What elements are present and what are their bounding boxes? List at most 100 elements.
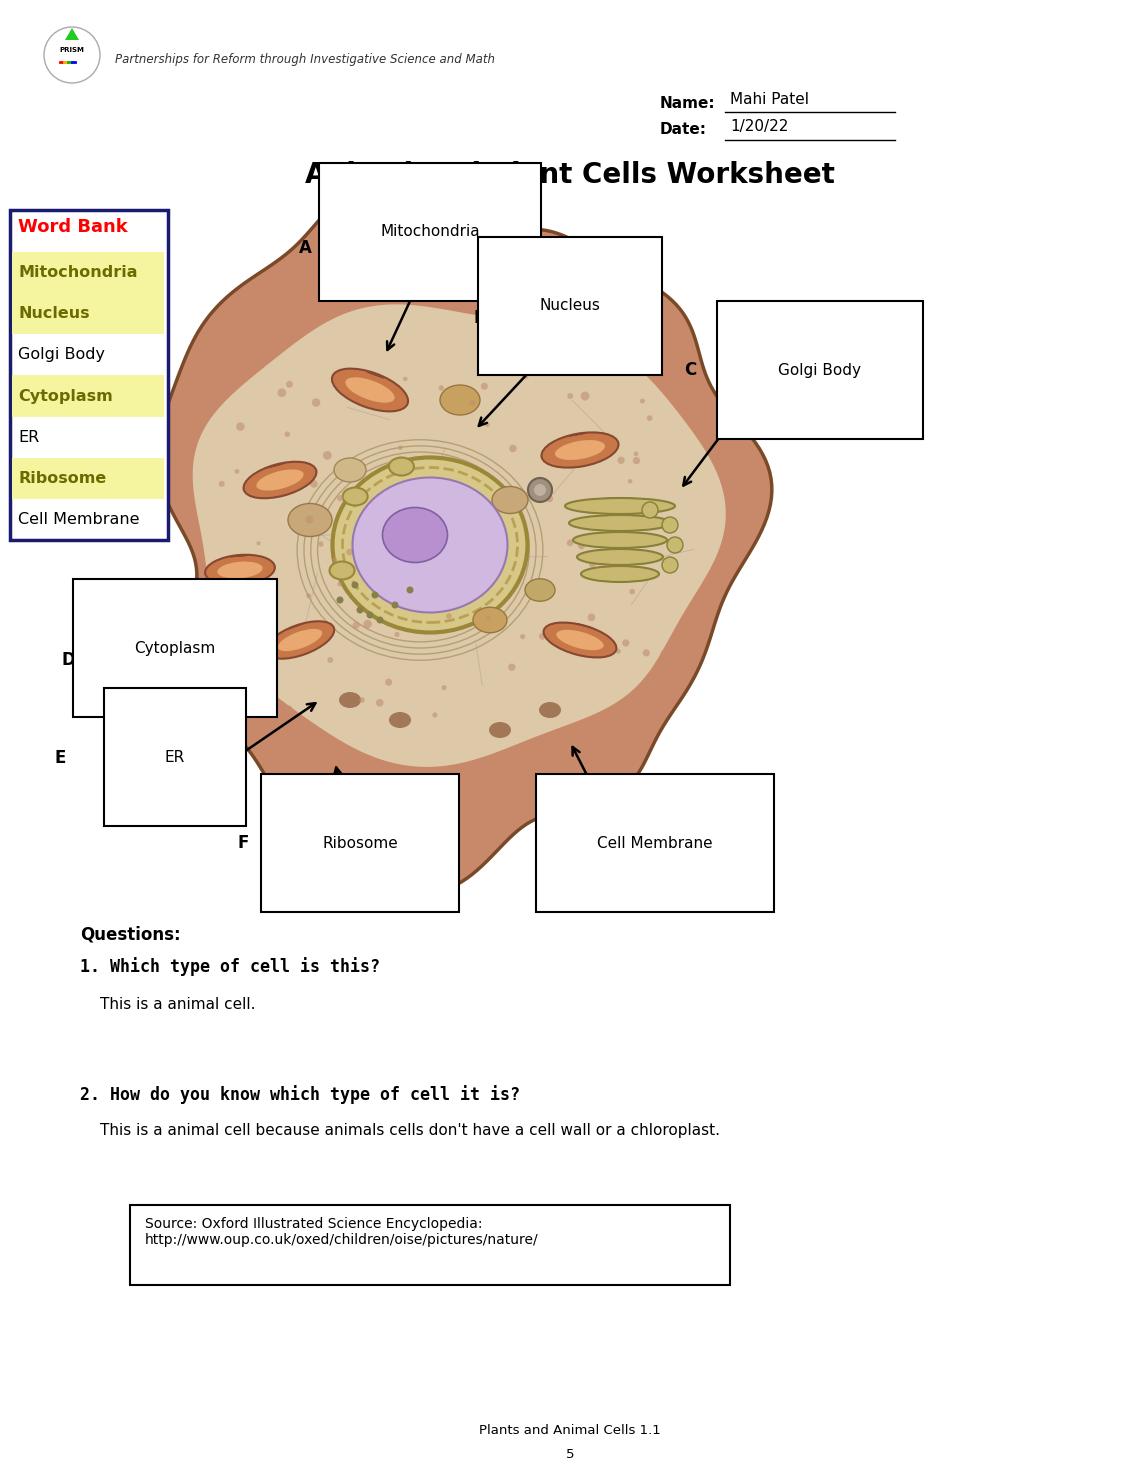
Circle shape bbox=[347, 549, 353, 556]
Ellipse shape bbox=[569, 515, 671, 531]
Ellipse shape bbox=[565, 499, 675, 513]
Ellipse shape bbox=[332, 369, 408, 412]
Ellipse shape bbox=[389, 457, 414, 475]
Ellipse shape bbox=[205, 555, 275, 586]
Circle shape bbox=[310, 479, 318, 488]
Circle shape bbox=[484, 422, 490, 426]
Circle shape bbox=[351, 581, 358, 589]
Text: G: G bbox=[538, 833, 552, 853]
Polygon shape bbox=[157, 189, 772, 892]
Text: F: F bbox=[237, 833, 249, 853]
Text: B: B bbox=[474, 308, 487, 327]
Ellipse shape bbox=[473, 608, 507, 633]
Ellipse shape bbox=[288, 503, 332, 537]
Circle shape bbox=[285, 431, 290, 437]
Circle shape bbox=[337, 496, 343, 502]
Circle shape bbox=[364, 620, 372, 628]
Text: Cell Membrane: Cell Membrane bbox=[597, 835, 712, 851]
Circle shape bbox=[372, 591, 378, 599]
Ellipse shape bbox=[577, 549, 663, 565]
Text: Plants and Animal Cells 1.1: Plants and Animal Cells 1.1 bbox=[479, 1423, 661, 1437]
Ellipse shape bbox=[343, 488, 368, 506]
Circle shape bbox=[277, 388, 286, 397]
Text: ER: ER bbox=[18, 429, 39, 444]
Circle shape bbox=[256, 541, 261, 546]
Text: Mitochondria: Mitochondria bbox=[380, 224, 480, 239]
Circle shape bbox=[398, 445, 402, 450]
Circle shape bbox=[219, 481, 225, 487]
Circle shape bbox=[327, 658, 333, 662]
Circle shape bbox=[534, 484, 546, 496]
Text: Animal and Plant Cells Worksheet: Animal and Plant Cells Worksheet bbox=[306, 161, 834, 189]
Circle shape bbox=[546, 496, 553, 503]
Circle shape bbox=[312, 398, 320, 407]
Circle shape bbox=[244, 606, 250, 612]
Circle shape bbox=[633, 457, 641, 465]
Ellipse shape bbox=[278, 628, 323, 650]
Text: Source: Oxford Illustrated Science Encyclopedia:
http://www.oup.co.uk/oxed/child: Source: Oxford Illustrated Science Encyc… bbox=[145, 1217, 538, 1248]
Circle shape bbox=[646, 416, 652, 420]
Circle shape bbox=[352, 622, 360, 628]
Circle shape bbox=[640, 398, 645, 404]
Ellipse shape bbox=[556, 630, 604, 650]
Circle shape bbox=[385, 678, 392, 686]
Circle shape bbox=[589, 560, 595, 568]
Circle shape bbox=[569, 438, 572, 441]
Circle shape bbox=[508, 664, 515, 671]
Ellipse shape bbox=[492, 487, 528, 513]
Text: Nucleus: Nucleus bbox=[539, 298, 601, 314]
Circle shape bbox=[625, 555, 633, 563]
Circle shape bbox=[587, 614, 595, 621]
FancyBboxPatch shape bbox=[13, 252, 164, 294]
Ellipse shape bbox=[542, 432, 619, 468]
Text: A: A bbox=[299, 239, 311, 257]
Circle shape bbox=[662, 518, 678, 532]
Ellipse shape bbox=[573, 532, 667, 549]
Text: ER: ER bbox=[165, 749, 185, 764]
Polygon shape bbox=[193, 304, 726, 767]
Circle shape bbox=[336, 596, 343, 603]
Text: This is a animal cell because animals cells don't have a cell wall or a chloropl: This is a animal cell because animals ce… bbox=[100, 1122, 720, 1139]
Circle shape bbox=[667, 537, 683, 553]
Text: Cell Membrane: Cell Membrane bbox=[18, 512, 139, 527]
Circle shape bbox=[285, 705, 293, 714]
Circle shape bbox=[520, 634, 526, 639]
Circle shape bbox=[376, 617, 383, 624]
Ellipse shape bbox=[581, 566, 659, 583]
Ellipse shape bbox=[256, 469, 303, 491]
Circle shape bbox=[235, 469, 239, 473]
Circle shape bbox=[252, 668, 259, 676]
Text: Nucleus: Nucleus bbox=[18, 307, 90, 322]
Ellipse shape bbox=[352, 478, 507, 612]
Circle shape bbox=[629, 589, 635, 594]
Circle shape bbox=[236, 422, 245, 431]
Text: Golgi Body: Golgi Body bbox=[779, 363, 862, 378]
Text: Ribosome: Ribosome bbox=[18, 471, 106, 485]
Circle shape bbox=[580, 392, 589, 401]
Text: Word Bank: Word Bank bbox=[18, 218, 128, 236]
Circle shape bbox=[578, 543, 585, 549]
Circle shape bbox=[394, 631, 399, 637]
Circle shape bbox=[510, 445, 516, 453]
Circle shape bbox=[643, 649, 650, 656]
Circle shape bbox=[439, 385, 443, 391]
Circle shape bbox=[642, 502, 658, 518]
Circle shape bbox=[286, 381, 293, 388]
Text: Date:: Date: bbox=[660, 122, 707, 137]
Text: 1/20/22: 1/20/22 bbox=[730, 118, 789, 134]
Text: Partnerships for Reform through Investigative Science and Math: Partnerships for Reform through Investig… bbox=[115, 53, 495, 66]
FancyBboxPatch shape bbox=[130, 1205, 730, 1285]
Ellipse shape bbox=[339, 692, 361, 708]
Text: Cytoplasm: Cytoplasm bbox=[135, 640, 215, 655]
Ellipse shape bbox=[389, 712, 412, 729]
Text: Ribosome: Ribosome bbox=[323, 835, 398, 851]
Ellipse shape bbox=[555, 440, 605, 460]
Circle shape bbox=[318, 541, 324, 547]
Circle shape bbox=[573, 437, 580, 442]
Ellipse shape bbox=[440, 385, 480, 414]
Circle shape bbox=[306, 515, 314, 524]
Ellipse shape bbox=[539, 702, 561, 718]
Text: 2. How do you know which type of cell it is?: 2. How do you know which type of cell it… bbox=[80, 1086, 520, 1103]
FancyBboxPatch shape bbox=[10, 209, 168, 540]
Text: 1. Which type of cell is this?: 1. Which type of cell is this? bbox=[80, 957, 380, 976]
